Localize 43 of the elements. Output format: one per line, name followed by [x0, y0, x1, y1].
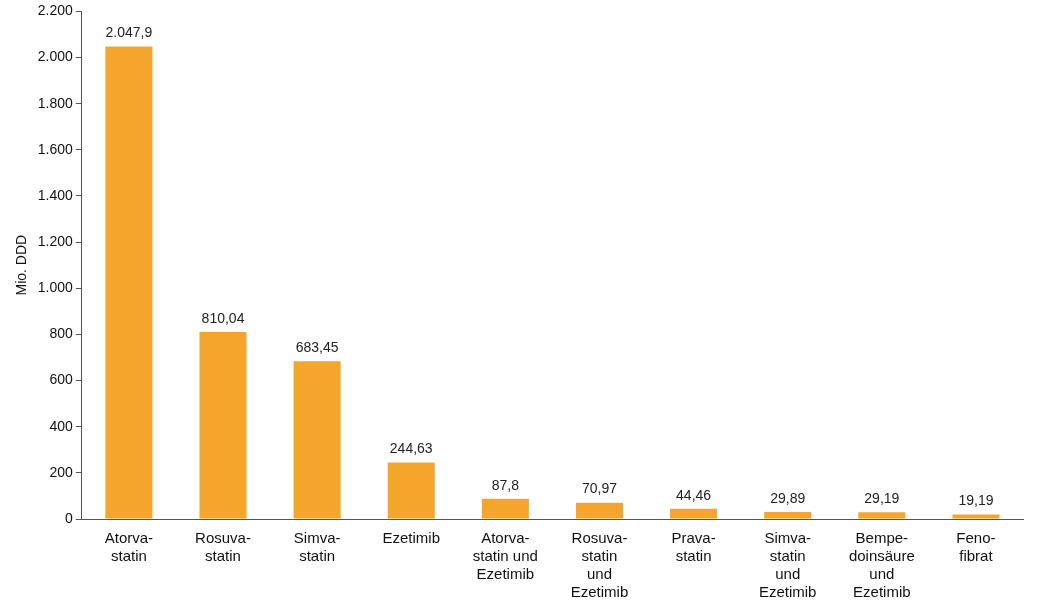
y-tick-label: 200: [49, 463, 74, 480]
y-tick-label: 600: [49, 371, 74, 388]
x-tick-label: Ezetimib: [382, 529, 441, 547]
y-tick-label: 400: [49, 417, 74, 434]
y-tick-label: 2.200: [37, 2, 74, 19]
y-tick-label: 1.400: [37, 186, 74, 203]
bar: [952, 514, 1000, 519]
x-tick-label: Rosuva- statin: [195, 529, 251, 565]
x-tick-label: Bempe- doinsäure und Ezetimib: [848, 529, 915, 601]
data-label: 29,89: [770, 489, 806, 506]
y-tick-label: 2.000: [37, 48, 74, 65]
x-tick-label: Prava- statin: [671, 529, 716, 565]
x-tick-label: Simva- statin und Ezetimib: [758, 529, 817, 601]
y-tick-label: 1.600: [37, 140, 74, 157]
x-tick-label: Simva- statin: [293, 529, 341, 565]
bar: [481, 498, 529, 519]
bar: [858, 512, 906, 519]
bar: [199, 332, 247, 519]
bar: [575, 502, 624, 519]
data-label: 29,19: [864, 490, 900, 507]
y-tick-label: 1.200: [37, 232, 74, 249]
data-label: 2.047,9: [105, 24, 153, 41]
data-label: 810,04: [201, 309, 245, 326]
y-axis-title: Mio. DDD: [13, 234, 30, 296]
bar: [670, 508, 718, 519]
data-label: 87,8: [491, 476, 520, 493]
y-tick-label: 0: [65, 509, 74, 526]
data-label: 683,45: [295, 339, 339, 356]
y-tick-label: 1.800: [37, 94, 74, 111]
bar: [387, 462, 435, 519]
y-tick-label: 800: [49, 325, 74, 342]
x-tick-label: Rosuva- statin und Ezetimib: [570, 529, 629, 601]
bar: [764, 512, 812, 519]
y-tick-label: 1.000: [37, 279, 74, 296]
x-tick-label: Feno- fibrat: [956, 529, 996, 565]
bar: [105, 46, 153, 519]
data-label: 70,97: [581, 480, 618, 497]
x-tick-label: Atorva- statin und Ezetimib: [472, 529, 538, 583]
data-label: 19,19: [958, 492, 994, 509]
x-tick-label: Atorva- statin: [104, 529, 154, 565]
data-label: 44,46: [676, 486, 712, 503]
data-label: 244,63: [389, 440, 433, 457]
bar: [293, 361, 341, 519]
